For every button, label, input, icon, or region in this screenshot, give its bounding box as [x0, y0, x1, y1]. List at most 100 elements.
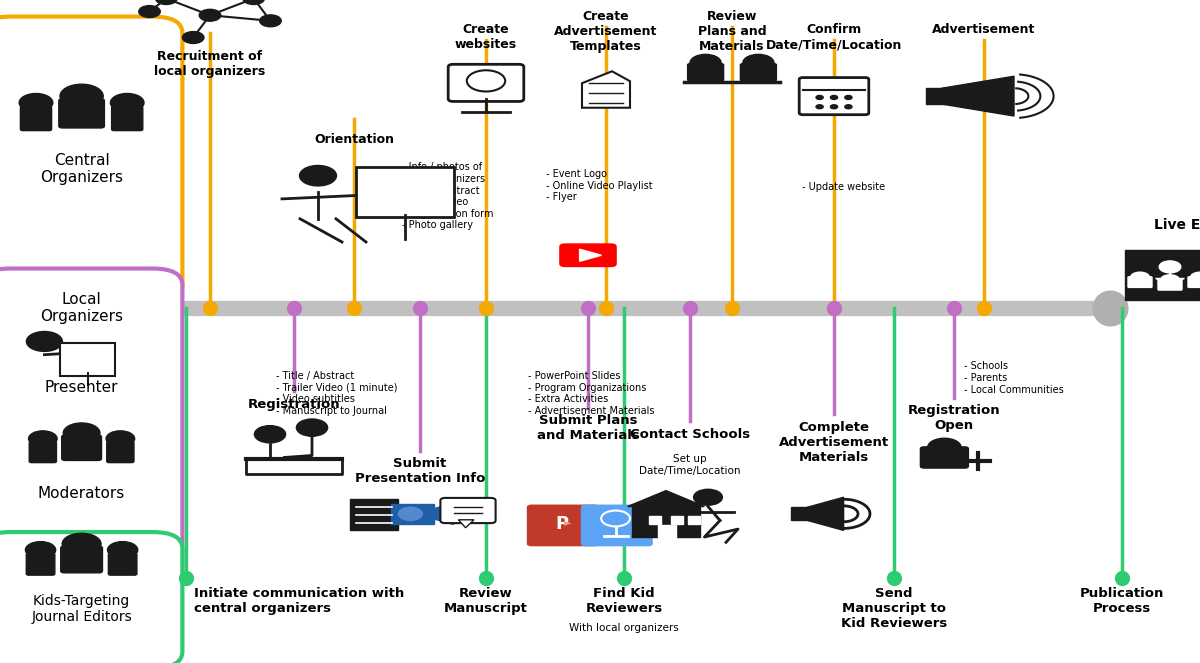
- FancyBboxPatch shape: [440, 498, 496, 523]
- FancyBboxPatch shape: [1188, 277, 1200, 288]
- Bar: [649, 516, 661, 524]
- Circle shape: [242, 0, 264, 5]
- Circle shape: [19, 93, 53, 112]
- Polygon shape: [580, 249, 601, 261]
- FancyBboxPatch shape: [61, 435, 102, 460]
- Text: Create
websites: Create websites: [455, 23, 517, 51]
- FancyBboxPatch shape: [449, 64, 523, 101]
- Circle shape: [300, 166, 336, 186]
- Circle shape: [296, 419, 328, 436]
- Text: Set up
Date/Time/Location: Set up Date/Time/Location: [640, 454, 740, 476]
- Text: Confirm
Date/Time/Location: Confirm Date/Time/Location: [766, 23, 902, 51]
- Text: Recruitment of
local organizers: Recruitment of local organizers: [155, 50, 265, 78]
- Circle shape: [259, 15, 281, 27]
- Text: With local organizers: With local organizers: [569, 623, 679, 633]
- Text: ►: ►: [564, 517, 571, 528]
- Circle shape: [108, 542, 138, 558]
- Text: Central
Organizers: Central Organizers: [40, 153, 124, 185]
- Text: - Event Logo
- Online Video Playlist
- Flyer: - Event Logo - Online Video Playlist - F…: [546, 169, 653, 202]
- Circle shape: [182, 32, 204, 44]
- Text: Complete
Advertisement
Materials: Complete Advertisement Materials: [779, 421, 889, 464]
- Polygon shape: [628, 491, 704, 507]
- FancyBboxPatch shape: [1128, 277, 1152, 288]
- FancyBboxPatch shape: [61, 546, 102, 573]
- Circle shape: [60, 84, 103, 108]
- Circle shape: [601, 511, 630, 526]
- FancyBboxPatch shape: [581, 505, 653, 546]
- Circle shape: [830, 105, 838, 109]
- FancyBboxPatch shape: [356, 167, 454, 217]
- Text: Initiate communication with
central organizers: Initiate communication with central orga…: [194, 587, 404, 615]
- Bar: [791, 507, 810, 520]
- Circle shape: [398, 507, 422, 520]
- Bar: [350, 499, 398, 530]
- Text: Registration: Registration: [247, 398, 341, 411]
- FancyBboxPatch shape: [29, 442, 56, 463]
- Text: Create
Advertisement
Templates: Create Advertisement Templates: [554, 10, 658, 53]
- Text: - Title / Abstract
- Trailer Video (1 minute)
- Video subtitles
- Manuscript to : - Title / Abstract - Trailer Video (1 mi…: [276, 371, 397, 416]
- Circle shape: [199, 9, 221, 21]
- Bar: [926, 88, 946, 104]
- Polygon shape: [942, 76, 1014, 116]
- Circle shape: [830, 95, 838, 99]
- Polygon shape: [582, 72, 630, 107]
- Circle shape: [64, 423, 100, 444]
- FancyBboxPatch shape: [920, 447, 968, 468]
- Circle shape: [743, 54, 774, 72]
- Circle shape: [845, 105, 852, 109]
- Circle shape: [26, 332, 62, 351]
- Circle shape: [1130, 272, 1150, 282]
- FancyBboxPatch shape: [0, 269, 182, 593]
- FancyBboxPatch shape: [107, 442, 134, 463]
- Text: Advertisement: Advertisement: [932, 23, 1036, 36]
- Circle shape: [254, 426, 286, 443]
- Text: - PowerPoint Slides
- Program Organizations
- Extra Activities
- Advertisement M: - PowerPoint Slides - Program Organizati…: [528, 371, 654, 416]
- FancyBboxPatch shape: [59, 99, 104, 128]
- Bar: [391, 504, 434, 524]
- Text: Kids-Targeting
Journal Editors: Kids-Targeting Journal Editors: [31, 593, 132, 624]
- FancyBboxPatch shape: [60, 343, 115, 376]
- Circle shape: [845, 95, 852, 99]
- Circle shape: [29, 431, 58, 447]
- Circle shape: [1190, 272, 1200, 282]
- Polygon shape: [808, 497, 844, 530]
- FancyBboxPatch shape: [26, 554, 55, 575]
- Text: Registration
Open: Registration Open: [907, 404, 1001, 432]
- Text: Moderators: Moderators: [38, 487, 125, 501]
- Text: Review
Manuscript: Review Manuscript: [444, 587, 528, 615]
- Text: Review
Plans and
Materials: Review Plans and Materials: [697, 10, 767, 53]
- Polygon shape: [1156, 278, 1184, 285]
- Text: Send
Manuscript to
Kid Reviewers: Send Manuscript to Kid Reviewers: [841, 587, 947, 630]
- Circle shape: [25, 542, 55, 558]
- FancyBboxPatch shape: [108, 554, 137, 575]
- Circle shape: [816, 105, 823, 109]
- Text: Presenter: Presenter: [44, 381, 119, 395]
- Text: Submit Plans
and Materials: Submit Plans and Materials: [536, 414, 640, 442]
- Circle shape: [694, 489, 722, 505]
- Polygon shape: [434, 503, 454, 524]
- Text: Submit
Presentation Info: Submit Presentation Info: [355, 457, 485, 485]
- FancyBboxPatch shape: [688, 64, 724, 81]
- FancyBboxPatch shape: [1158, 280, 1182, 290]
- Polygon shape: [458, 520, 474, 528]
- Circle shape: [156, 0, 178, 5]
- Text: Find Kid
Reviewers: Find Kid Reviewers: [586, 587, 662, 615]
- Bar: [1126, 251, 1200, 300]
- Circle shape: [62, 533, 101, 555]
- Bar: [658, 525, 676, 538]
- Text: Live Event: Live Event: [1154, 218, 1200, 232]
- Circle shape: [928, 438, 961, 457]
- FancyBboxPatch shape: [559, 243, 617, 267]
- FancyBboxPatch shape: [0, 532, 182, 663]
- FancyBboxPatch shape: [112, 107, 143, 131]
- Text: Publication
Process: Publication Process: [1080, 587, 1164, 615]
- Circle shape: [816, 95, 823, 99]
- FancyBboxPatch shape: [0, 17, 182, 302]
- Bar: [671, 516, 683, 524]
- FancyBboxPatch shape: [20, 107, 52, 131]
- FancyBboxPatch shape: [740, 64, 776, 81]
- Bar: [632, 507, 700, 537]
- Bar: [688, 516, 700, 524]
- Text: - Info / photos of
  local organizers
- Title / abstract
- Trailer video
- Regis: - Info / photos of local organizers - Ti…: [402, 162, 493, 231]
- Text: Orientation: Orientation: [314, 133, 394, 146]
